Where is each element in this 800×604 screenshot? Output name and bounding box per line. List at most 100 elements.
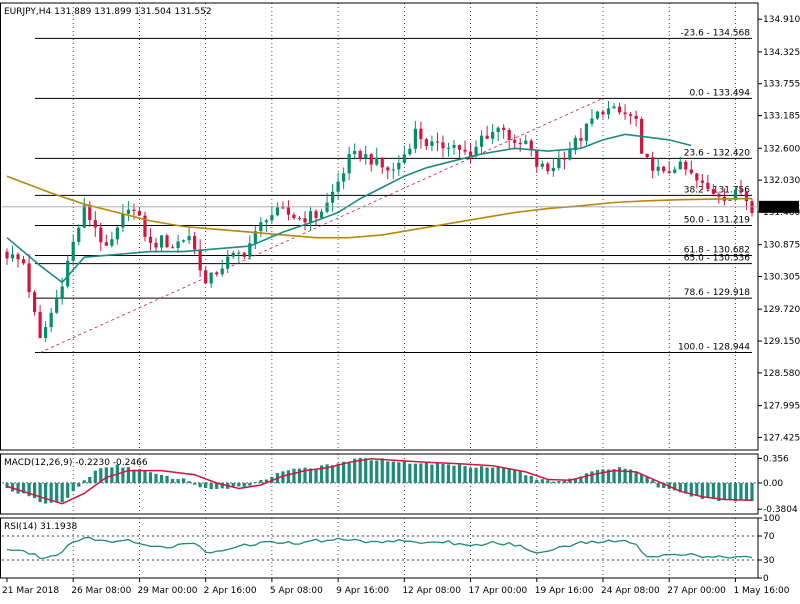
macd-histogram-bar <box>419 463 422 483</box>
candle-bear <box>519 143 522 144</box>
rsi-title: RSI(14) 31.1938 <box>4 522 77 532</box>
candle-bull <box>557 158 560 168</box>
macd-histogram-bar <box>337 463 340 483</box>
macd-histogram-bar <box>176 479 179 483</box>
candle-bull <box>728 200 731 201</box>
candle-bear <box>292 215 295 218</box>
macd-histogram-bar <box>541 479 544 483</box>
candle-bull <box>176 242 179 248</box>
candle-bull <box>309 211 312 222</box>
rsi-tick-label: 30 <box>763 556 775 566</box>
candle-bull <box>585 124 588 141</box>
macd-histogram-bar <box>188 481 191 483</box>
x-tick-label: 5 Apr 08:00 <box>270 586 323 596</box>
candle-bear <box>618 107 621 113</box>
x-tick-label: 29 Mar 00:00 <box>137 586 197 596</box>
candle-bull <box>392 169 395 170</box>
candle-bull <box>44 327 47 338</box>
candle-bear <box>668 171 671 173</box>
macd-histogram-bar <box>199 483 202 487</box>
candle-bull <box>342 173 345 181</box>
candle-bull <box>657 167 660 171</box>
fib-level-label: 23.6 - 132.420 <box>684 148 750 158</box>
candle-bull <box>61 286 64 298</box>
macd-histogram-bar <box>61 483 64 502</box>
candle-bear <box>33 292 36 312</box>
macd-histogram-bar <box>469 468 472 483</box>
candle-bear <box>199 249 202 270</box>
candle-bull <box>375 158 378 165</box>
macd-histogram-bar <box>502 467 505 483</box>
candle-bear <box>39 312 42 338</box>
candle-bull <box>221 269 224 275</box>
fib-level-label: 78.6 - 129.918 <box>684 288 750 298</box>
macd-histogram-bar <box>408 464 411 483</box>
macd-histogram-bar <box>712 483 715 499</box>
candle-bull <box>259 222 262 231</box>
candle-bull <box>541 164 544 167</box>
candle-bull <box>430 142 433 146</box>
rsi-tick-label: 70 <box>763 532 775 542</box>
candle-bear <box>171 247 174 248</box>
macd-histogram-bar <box>314 469 317 483</box>
macd-histogram-bar <box>397 462 400 483</box>
macd-histogram-bar <box>414 464 417 483</box>
candle-bull <box>673 169 676 173</box>
macd-histogram-bar <box>292 469 295 483</box>
x-tick-label: 1 May 16:00 <box>733 586 789 596</box>
candle-bear <box>16 254 19 259</box>
candle-bull <box>403 154 406 163</box>
candle-bear <box>706 183 709 189</box>
macd-histogram-bar <box>342 462 345 483</box>
rsi-tick-label: 100 <box>763 514 780 524</box>
macd-histogram-bar <box>458 465 461 483</box>
candle-bull <box>77 228 80 242</box>
candle-bull <box>337 182 340 192</box>
macd-histogram-bar <box>706 483 709 497</box>
candle-bull <box>55 299 58 313</box>
macd-histogram-bar <box>447 464 450 483</box>
macd-histogram-bar <box>88 477 91 483</box>
x-tick-label: 21 Mar 2018 <box>2 586 59 596</box>
macd-histogram-bar <box>425 463 428 483</box>
macd-histogram-bar <box>165 476 168 483</box>
macd-histogram-bar <box>331 465 334 483</box>
candle-bull <box>72 242 75 261</box>
candle-bear <box>563 158 566 159</box>
candle-bull <box>497 128 500 132</box>
y-tick-label: 129.720 <box>763 305 800 315</box>
macd-histogram-bar <box>237 483 240 486</box>
candle-bull <box>50 313 53 327</box>
fib-level-label: 100.0 - 128.944 <box>678 343 750 353</box>
candle-bear <box>381 158 384 168</box>
macd-histogram-bar <box>590 471 593 483</box>
macd-histogram-bar <box>83 480 86 483</box>
candle-bull <box>353 151 356 154</box>
candle-bear <box>662 167 665 172</box>
macd-histogram-bar <box>44 483 47 504</box>
macd-histogram-bar <box>491 468 494 483</box>
macd-histogram-bar <box>552 482 555 483</box>
y-tick-label: 128.580 <box>763 369 800 379</box>
macd-title: MACD(12,26,9) -0.2230 -0.2466 <box>4 458 148 468</box>
candle-bear <box>717 194 720 197</box>
candle-bear <box>132 210 135 211</box>
candle-bull <box>66 261 69 287</box>
candle-bear <box>215 273 218 275</box>
macd-histogram-bar <box>524 475 527 483</box>
candle-bear <box>436 142 439 143</box>
candle-bear <box>425 139 428 146</box>
candle-bull <box>590 118 593 123</box>
candle-bull <box>596 112 599 119</box>
candle-bear <box>5 252 8 259</box>
candle-bull <box>276 207 279 215</box>
candle-bull <box>331 192 334 203</box>
macd-histogram-bar <box>530 476 533 483</box>
candle-bear <box>513 140 516 143</box>
macd-histogram-bar <box>519 471 522 483</box>
candle-bull <box>11 254 14 258</box>
macd-histogram-bar <box>127 467 130 483</box>
macd-histogram-bar <box>193 483 196 485</box>
